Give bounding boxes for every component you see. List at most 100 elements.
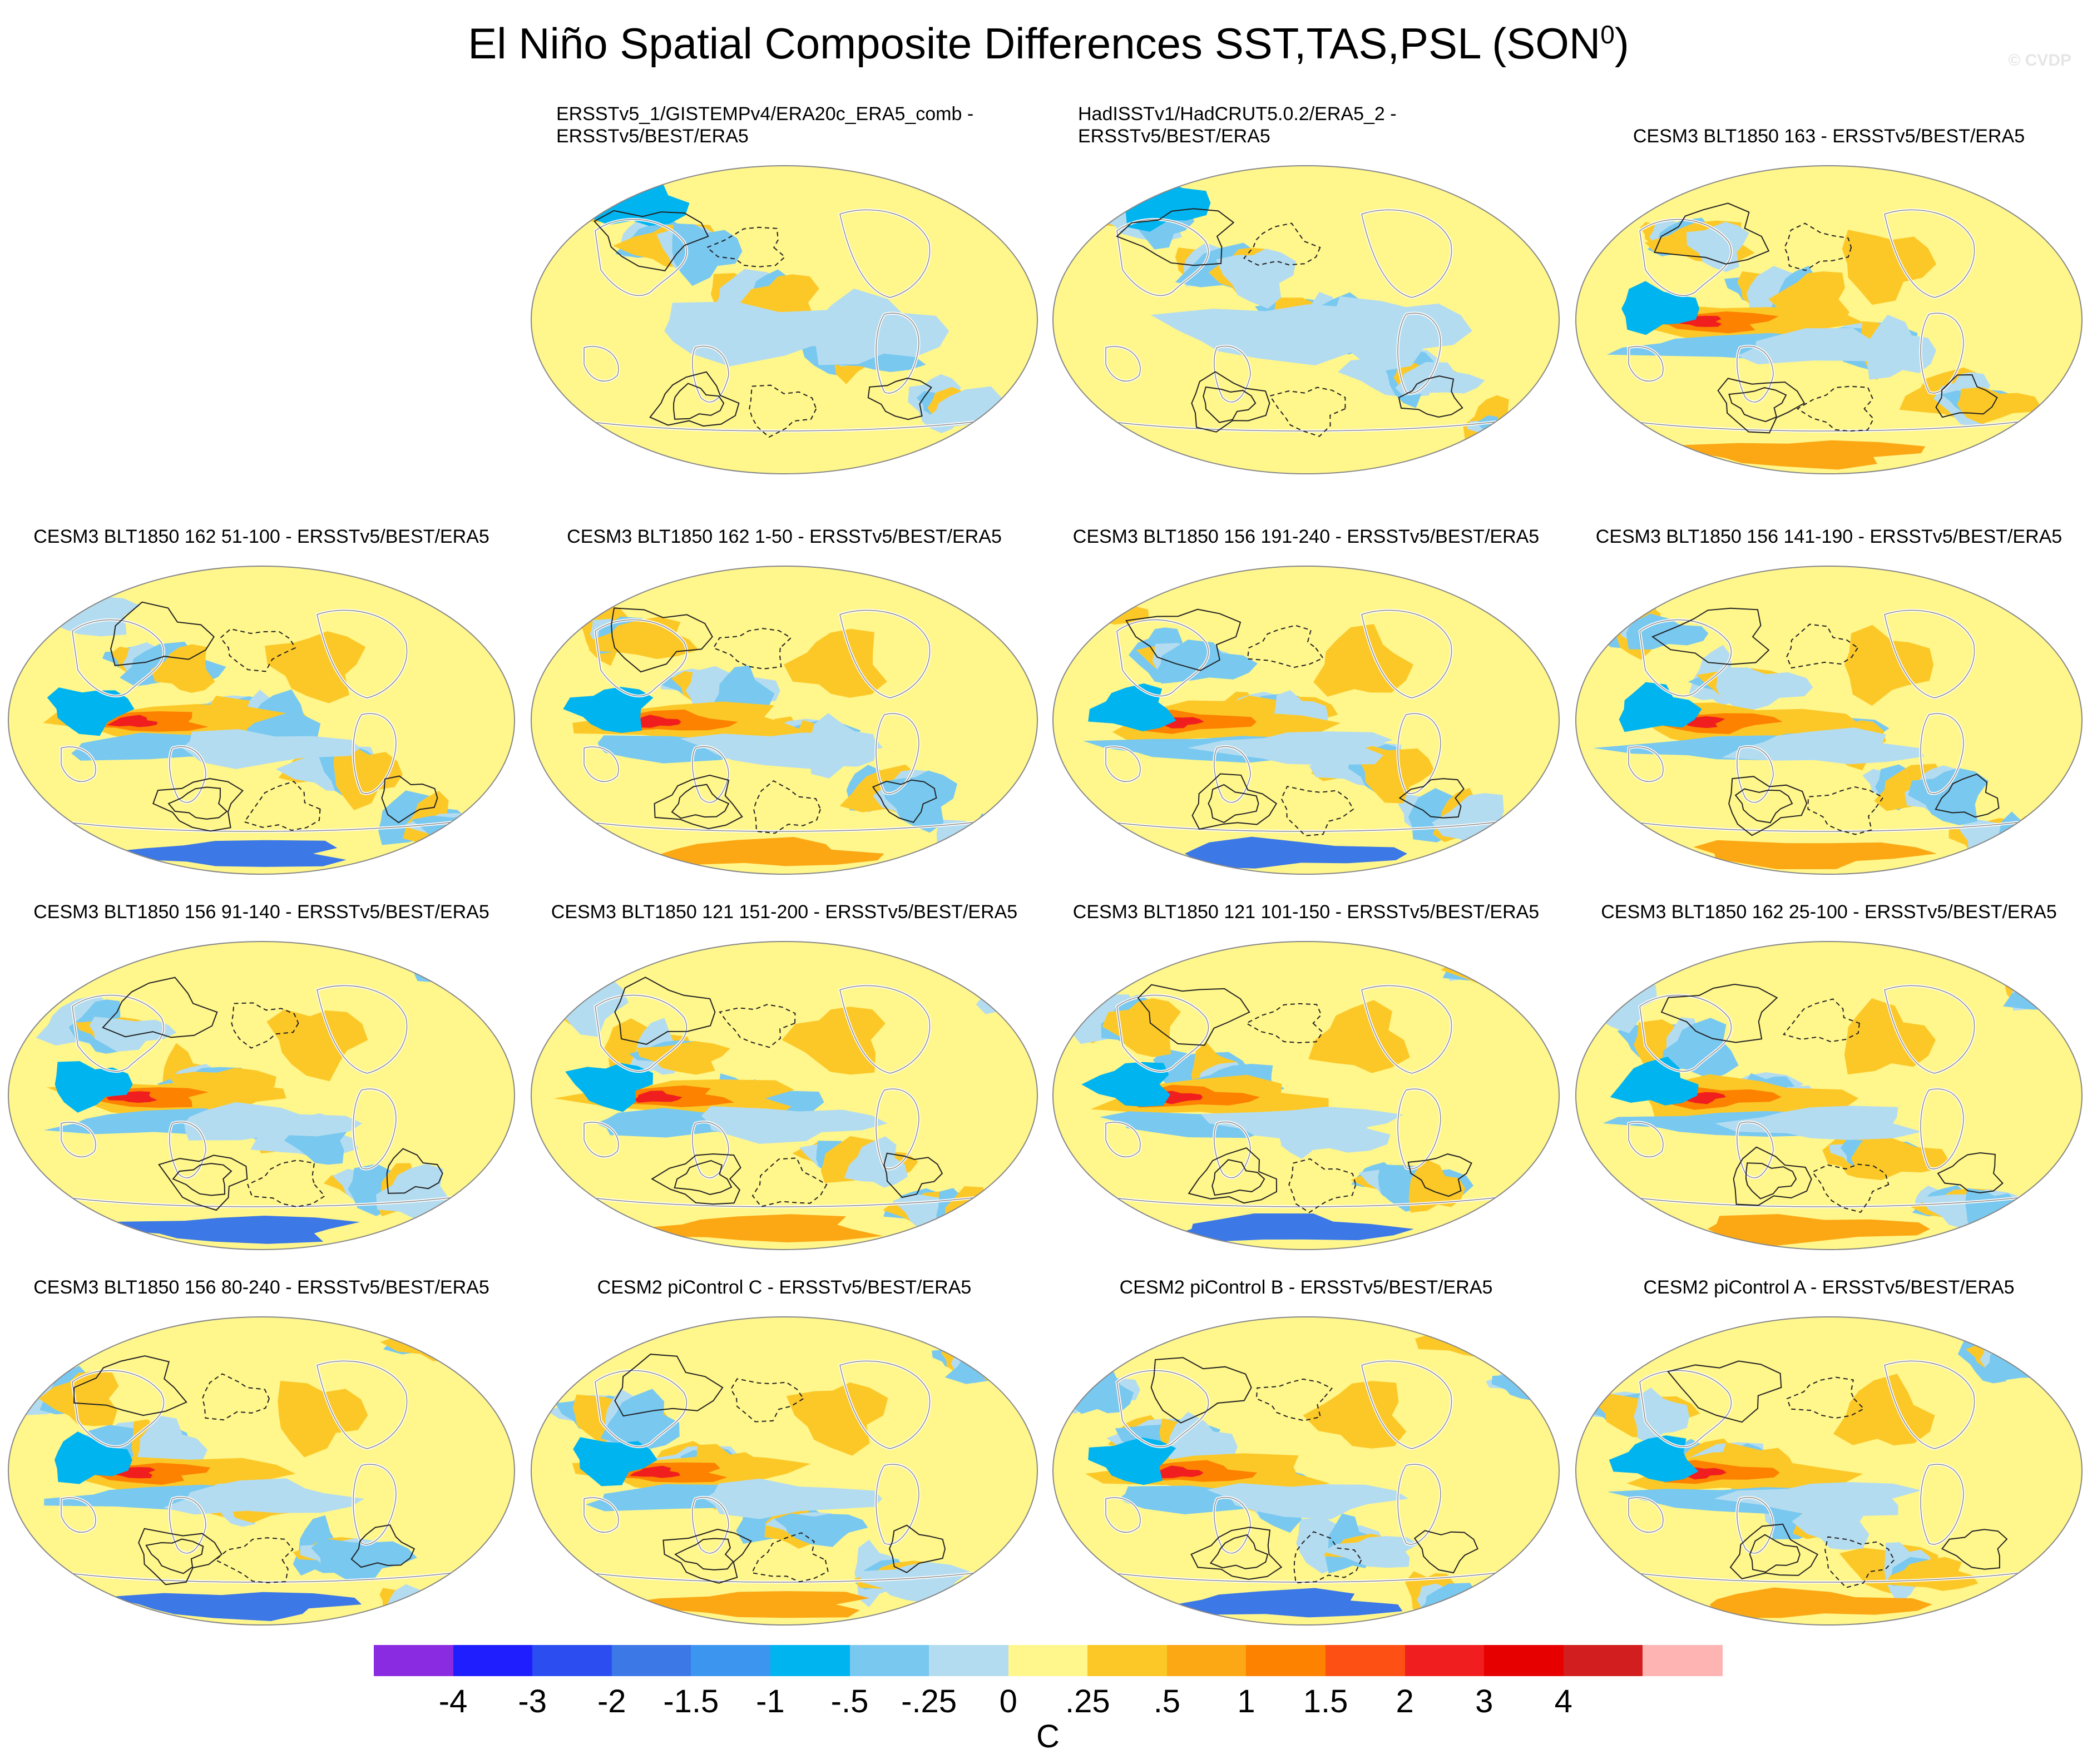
south-cool-band <box>1206 1483 1409 1519</box>
psl-contour-positive <box>386 1148 443 1194</box>
coastline-edge <box>1116 994 1209 1072</box>
psl-contour-negative <box>1288 1158 1357 1213</box>
psl-contour-positive <box>158 1154 248 1211</box>
main-title: El Niño Spatial Composite Differences SS… <box>0 16 2097 71</box>
anomaly-patch <box>1851 1133 1948 1181</box>
coastline-edge <box>692 1121 729 1178</box>
main-title-superscript: 0 <box>1600 20 1615 49</box>
map-border <box>1575 566 2083 875</box>
coastline-edge <box>72 994 165 1072</box>
anomaly-patch <box>27 596 140 637</box>
coastline-edge <box>72 619 165 697</box>
psl-contour-positive <box>1191 773 1278 830</box>
psl-contour-positive <box>1203 386 1257 423</box>
psl-contour-positive <box>888 1524 946 1573</box>
coastline-edge <box>583 346 619 381</box>
psl-contour-positive <box>1190 1527 1283 1580</box>
psl-contour-positive <box>1660 983 1778 1043</box>
psl-contour-positive <box>1125 608 1242 671</box>
main-title-text: El Niño Spatial Composite Differences SS… <box>468 19 1601 68</box>
colorbar-swatch <box>1643 1645 1723 1676</box>
north-warm <box>1842 230 1937 305</box>
psl-contour-positive <box>1651 607 1770 665</box>
psl-contour-negative <box>247 1160 326 1208</box>
panel-title: CESM2 piControl C - ERSSTv5/BEST/ERA5 <box>597 1277 972 1298</box>
panel-title: CESM3 BLT1850 162 1-50 - ERSSTv5/BEST/ER… <box>567 526 1002 547</box>
colorbar-swatch <box>1563 1645 1644 1676</box>
robinson-map <box>8 1316 515 1626</box>
psl-contour-negative <box>719 1004 796 1048</box>
colorbar-tick: 4 <box>1554 1683 1572 1720</box>
coastline-edge <box>316 610 408 698</box>
anomaly-patch <box>333 745 403 810</box>
robinson-map <box>8 941 515 1250</box>
map-panel: CESM2 piControl B - ERSSTv5/BEST/ERA5 <box>1045 1254 1567 1632</box>
coastline-edge <box>1105 346 1141 381</box>
south-cool-band <box>1722 727 1925 765</box>
colorbar-tick: -.5 <box>830 1683 869 1720</box>
north-warm <box>1303 1381 1407 1449</box>
colorbar-tick: 2 <box>1396 1683 1414 1720</box>
psl-contour-positive <box>1208 784 1259 824</box>
robinson-map <box>1052 941 1560 1250</box>
map-panel: CESM3 BLT1850 156 91-140 - ERSSTv5/BEST/… <box>0 879 523 1257</box>
south-cool-band <box>184 1102 363 1141</box>
anomaly-patch <box>672 223 743 286</box>
panel-title: CESM2 piControl A - ERSSTv5/BEST/ERA5 <box>1643 1277 2015 1298</box>
psl-contour-positive <box>649 371 740 427</box>
anomaly-patch <box>1980 1340 2082 1383</box>
map-border <box>1575 941 2083 1250</box>
map-border <box>531 566 1038 875</box>
south-cool-band <box>1737 328 1933 365</box>
anomaly-patch <box>2025 437 2082 467</box>
map-panel: CESM3 BLT1850 121 151-200 - ERSSTv5/BEST… <box>523 879 1046 1257</box>
psl-contour-negative <box>1786 623 1859 669</box>
map-panel: CESM3 BLT1850 162 51-100 - ERSSTv5/BEST/… <box>0 503 523 881</box>
map-border <box>1052 566 1560 875</box>
psl-contour-positive <box>883 1152 943 1198</box>
north-warm <box>786 1382 888 1456</box>
anomaly-patch <box>1686 221 1749 272</box>
robinson-map <box>1575 941 2083 1250</box>
colorbar-swatch <box>1008 1645 1089 1676</box>
psl-contour-positive <box>1413 1530 1478 1574</box>
coastline-edge <box>1397 1464 1441 1545</box>
pacific-cool-patch <box>664 301 887 366</box>
colorbar-swatch <box>1087 1645 1168 1676</box>
map-border <box>1052 165 1560 474</box>
coastline-edge <box>1116 1370 1209 1448</box>
coastline-edge <box>1361 209 1452 298</box>
psl-contour-positive <box>662 1528 752 1584</box>
coastline-edge <box>1920 713 1964 794</box>
psl-contour-negative <box>749 384 817 438</box>
map-panel: CESM3 BLT1850 163 - ERSSTv5/BEST/ERA5 <box>1567 103 2090 481</box>
robinson-map <box>1575 566 2083 875</box>
polar-band <box>1150 1588 1403 1618</box>
psl-contour-positive <box>1728 776 1808 836</box>
colorbar-swatch <box>691 1645 771 1676</box>
psl-contour-positive <box>1935 773 2000 818</box>
coastline-edge <box>1105 746 1141 782</box>
map-panel: CESM3 BLT1850 156 191-240 - ERSSTv5/BEST… <box>1045 503 1567 881</box>
psl-contour-negative <box>1796 385 1875 432</box>
panel-title: CESM3 BLT1850 156 141-190 - ERSSTv5/BEST… <box>1595 526 2063 547</box>
psl-contour-positive <box>594 210 709 271</box>
equatorial-warm-peak <box>1159 1465 1204 1479</box>
coastline-edge <box>169 746 206 803</box>
main-title-close: ) <box>1614 19 1629 68</box>
equatorial-warm-peak <box>629 1465 681 1478</box>
psl-contour-positive <box>1150 1357 1252 1424</box>
anomaly-patch <box>976 970 1037 1014</box>
map-border <box>531 1316 1038 1626</box>
anomaly-patch <box>1498 945 1559 1010</box>
coastline-edge <box>1639 1370 1732 1448</box>
psl-contour-positive <box>1733 1146 1812 1206</box>
anomaly-patch <box>1661 1018 1739 1079</box>
colorbar-swatch <box>929 1645 1009 1676</box>
anomaly-patch <box>532 174 621 213</box>
anomaly-patch <box>458 950 515 1007</box>
anomaly-patch <box>1395 362 1485 397</box>
psl-contour-positive <box>671 784 730 819</box>
psl-contour-positive <box>172 1163 233 1196</box>
psl-contour-negative <box>1280 786 1354 836</box>
